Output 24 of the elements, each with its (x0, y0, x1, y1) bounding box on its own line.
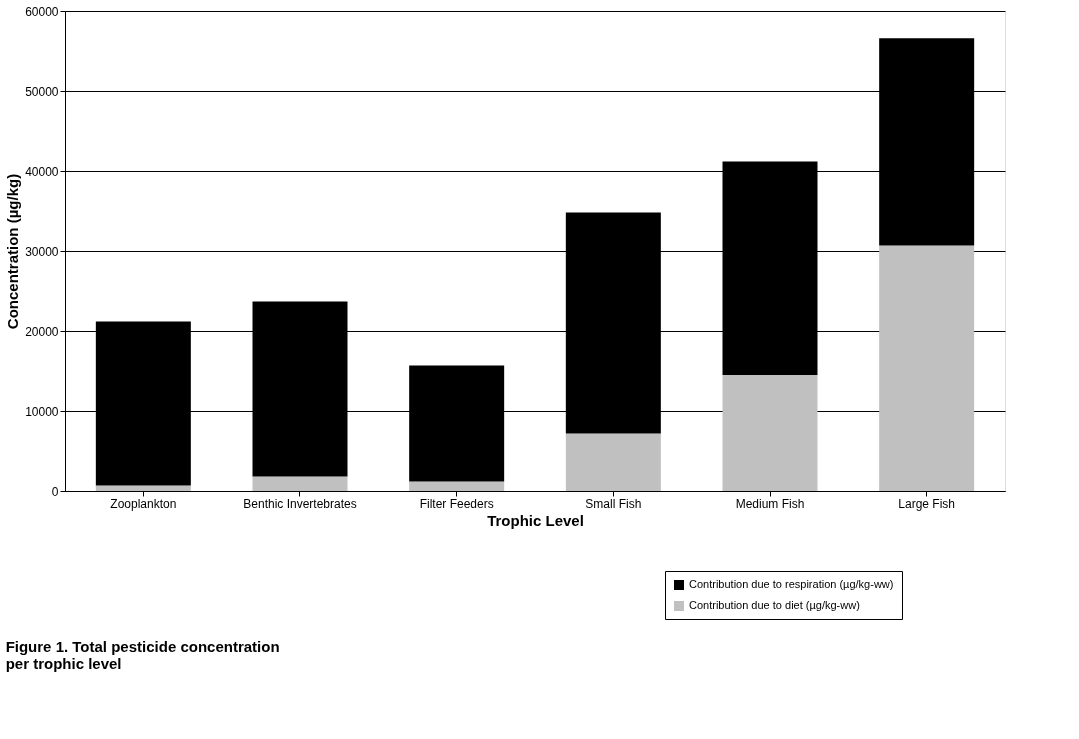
y-tick-label: 20000 (25, 324, 59, 339)
bar (565, 433, 661, 491)
bar (722, 375, 818, 491)
bar (95, 485, 191, 491)
y-tick-label: 0 (51, 484, 59, 499)
x-axis-title: Trophic Level (487, 511, 584, 529)
bar (879, 245, 975, 491)
x-tick-label: Zooplankton (110, 496, 177, 511)
legend-label: Contribution due to respiration (µg/kg-ww) (689, 578, 894, 590)
x-tick-label: Small Fish (585, 496, 642, 511)
y-tick-label: 30000 (25, 244, 59, 259)
x-tick-label: Filter Feeders (419, 496, 494, 511)
y-tick-label: 50000 (25, 84, 59, 99)
x-tick-label: Large Fish (898, 496, 956, 511)
x-tick-label: Medium Fish (735, 496, 805, 511)
y-tick-label: 10000 (25, 404, 59, 419)
bar (409, 481, 505, 491)
bar (252, 476, 348, 491)
y-axis-title: Concentration (µg/kg) (4, 173, 22, 330)
x-tick-label: Benthic Invertebrates (243, 496, 357, 511)
text: Figure 1. Total pesticide concentration per trophic level (5, 637, 280, 672)
legend-label: Contribution due to diet (µg/kg-ww) (689, 599, 860, 611)
y-tick-label: 40000 (25, 164, 59, 179)
y-tick-label: 60000 (25, 4, 59, 19)
